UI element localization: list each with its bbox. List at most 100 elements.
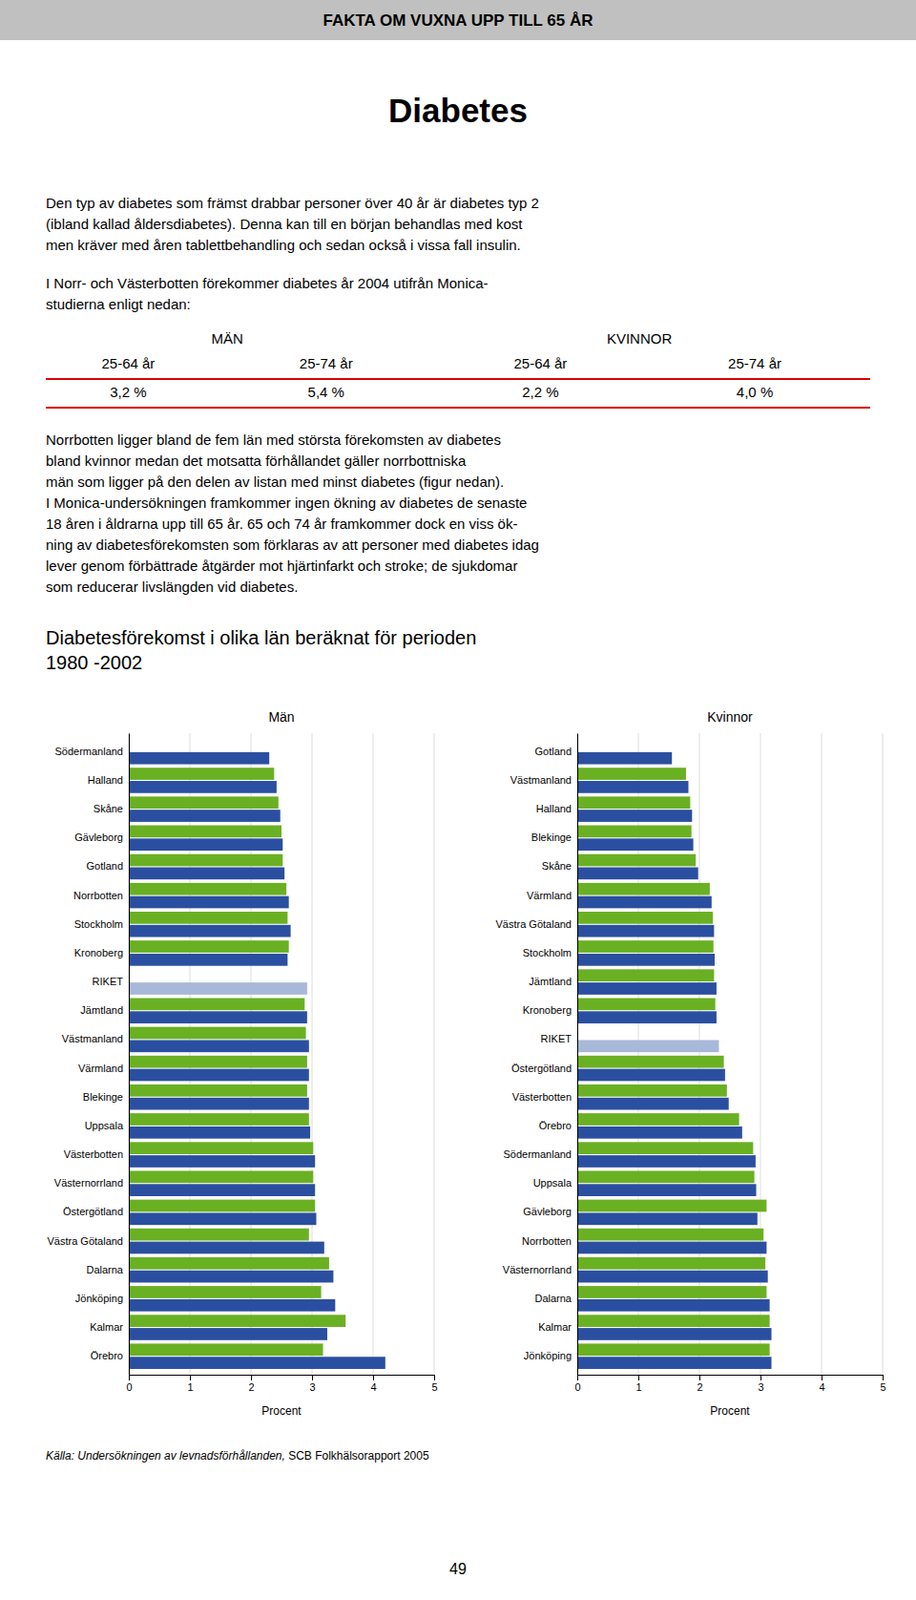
x-axis: 012345 — [125, 1374, 438, 1393]
tick: Stockholm — [522, 946, 578, 958]
paragraph-line: Norrbotten ligger bland de fem län med s… — [45, 431, 501, 448]
tick-mark — [821, 1374, 823, 1380]
bar — [577, 809, 692, 822]
tick: Dalarna — [85, 1263, 129, 1275]
grid — [128, 732, 435, 1374]
bar — [577, 853, 696, 867]
tick: 1 — [187, 1374, 193, 1393]
tick: Gävleborg — [522, 1205, 578, 1217]
tick: Skåne — [541, 859, 578, 872]
tick-mark — [882, 1374, 884, 1380]
tick: Kalmar — [89, 1320, 129, 1333]
tick-label: Dalarna — [85, 1263, 124, 1275]
bar — [577, 968, 714, 981]
tick: Jämtland — [528, 975, 578, 987]
axis-title: Procent — [261, 1403, 302, 1417]
bar — [128, 1298, 335, 1312]
bar — [128, 1055, 308, 1068]
bar — [577, 1141, 753, 1154]
tick: Västerbotten — [512, 1090, 578, 1103]
table-group: MÄN — [210, 330, 243, 347]
bar — [577, 1154, 756, 1167]
paragraph-line: bland kvinnor medan det motsatta förhåll… — [45, 452, 467, 469]
tick-label: Blekinge — [83, 1090, 124, 1103]
tick: Västra Götaland — [496, 917, 579, 930]
tick-label: Halland — [536, 802, 572, 814]
bar — [128, 1313, 346, 1327]
bar — [128, 1169, 313, 1183]
bar — [577, 1298, 771, 1312]
table-column: 25-74 år — [299, 354, 354, 372]
tick-mark — [128, 1374, 130, 1380]
tick-label: 1 — [187, 1380, 193, 1393]
tick: 3 — [309, 1374, 315, 1393]
tick-label: Stockholm — [74, 917, 124, 930]
tick: Halland — [87, 773, 129, 786]
header: FAKTA OM VUXNA UPP TILL 65 ÅR — [0, 0, 916, 41]
tick-label: Västra Götaland — [47, 1234, 125, 1247]
bar — [577, 981, 717, 995]
tick: Norrbotten — [521, 1234, 578, 1247]
tick: Värmland — [78, 1061, 129, 1074]
tick: Blekinge — [531, 831, 578, 843]
tick-label: Norrbotten — [521, 1234, 572, 1247]
x-axis: 012345 — [574, 1374, 886, 1393]
tick-label: 4 — [370, 1380, 376, 1393]
bar — [128, 853, 283, 867]
tick-label: Västra Götaland — [496, 917, 573, 930]
chart-heading-line: Diabetesförekomst i olika län beräknat f… — [45, 626, 477, 648]
bar — [128, 1241, 325, 1254]
tick-label: Västmanland — [62, 1032, 124, 1044]
table-rule — [45, 406, 871, 409]
chart: 012345SödermanlandHallandSkåneGävleborgG… — [47, 708, 438, 1417]
body-text: Den typ av diabetes som främst drabbar p… — [45, 194, 540, 595]
tick-label: RIKET — [92, 975, 125, 987]
tick: Västmanland — [62, 1032, 129, 1044]
table-value: 3,2 % — [109, 383, 146, 400]
bar-series — [577, 751, 772, 1369]
bar — [577, 1342, 771, 1355]
tick: Gotland — [85, 859, 129, 872]
tick: 3 — [757, 1374, 764, 1393]
tick: Västernorrland — [54, 1176, 129, 1188]
bar — [128, 895, 290, 909]
bar — [128, 867, 285, 880]
tick: Södermanland — [54, 745, 129, 757]
bar — [577, 867, 699, 880]
tick: Halland — [536, 802, 578, 814]
tick: 5 — [431, 1374, 438, 1393]
table-value: 5,4 % — [308, 383, 345, 400]
tick-label: 2 — [696, 1380, 703, 1393]
bar — [128, 1355, 386, 1369]
tick-label: 3 — [309, 1380, 315, 1393]
bar — [577, 1269, 769, 1283]
bar — [128, 1154, 315, 1167]
bar — [128, 1141, 313, 1154]
tick-label: Västerbotten — [63, 1147, 124, 1160]
bar — [577, 751, 672, 765]
tick-label: Gävleborg — [74, 831, 124, 843]
tick-label: 1 — [635, 1380, 642, 1393]
tick: Örebro — [90, 1349, 129, 1361]
paragraph-line: Den typ av diabetes som främst drabbar p… — [45, 194, 540, 211]
chart-heading: Diabetesförekomst i olika län beräknat f… — [45, 626, 477, 673]
grid-line — [434, 732, 436, 1374]
chart: 012345GotlandVästmanlandHallandBlekingeS… — [496, 708, 887, 1417]
paragraph-line: män som ligger på den delen av listan me… — [45, 473, 504, 490]
tick: Stockholm — [74, 917, 129, 930]
bar — [128, 1112, 310, 1125]
tick: Gotland — [534, 745, 578, 757]
axis-title: Procent — [709, 1403, 750, 1417]
bar — [128, 1269, 334, 1283]
tick: 0 — [125, 1374, 132, 1393]
tick: Dalarna — [534, 1291, 578, 1304]
tick: Kronoberg — [522, 1003, 578, 1016]
table-column: 25-64 år — [513, 354, 567, 372]
tick: Norrbotten — [73, 889, 129, 901]
tick-label: Skåne — [93, 802, 124, 814]
bar — [128, 911, 288, 924]
bar — [577, 1355, 772, 1369]
bar — [577, 911, 713, 924]
tick: Jönköping — [523, 1349, 578, 1361]
tick-label: Gotland — [85, 859, 124, 872]
